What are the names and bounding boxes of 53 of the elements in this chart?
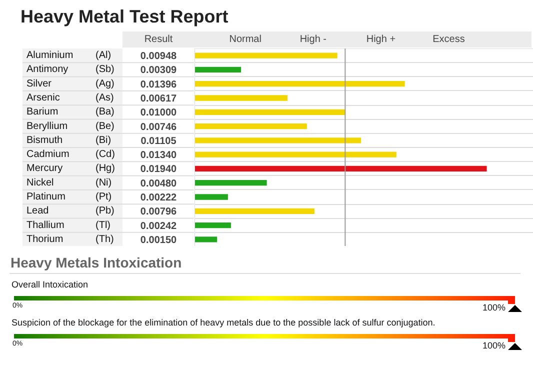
data-label: 0.00480 <box>140 178 178 190</box>
bar <box>194 52 338 58</box>
data-label: 0.01940 <box>140 164 178 176</box>
data-label: 0.01105 <box>140 136 177 147</box>
data-label: 0.01340 <box>140 150 178 162</box>
data-label: 0.01396 <box>140 79 178 90</box>
text: Excess <box>432 34 465 45</box>
data-label: 0.00746 <box>140 122 178 133</box>
bar <box>194 152 396 158</box>
category-label: Silver (Ag) <box>26 78 114 90</box>
category-label: Mercury (Hg) <box>26 163 115 174</box>
category-label: Beryllium (Be) <box>26 120 114 132</box>
category-label: Antimony (Sb) <box>26 64 114 76</box>
bar <box>194 66 242 73</box>
category-label: Bismuth (Bi) <box>26 134 112 146</box>
chart-title: Heavy Metal Test Report <box>20 6 228 26</box>
text: Normal <box>229 34 262 45</box>
category-label: Thallium (Tl) <box>26 220 110 231</box>
bar <box>194 236 218 242</box>
bar <box>194 166 487 172</box>
bar <box>194 194 228 200</box>
category-label: Aluminium (Al) <box>26 50 112 62</box>
data-label: 0.00222 <box>140 192 178 204</box>
category-label: Platinum (Pt) <box>26 192 112 202</box>
data-label: 0.00242 <box>140 220 178 232</box>
text: High - <box>300 34 326 45</box>
category-label: Nickel (Ni) <box>26 177 112 188</box>
category-label: Thorium (Th) <box>26 234 114 245</box>
data-label: 0.00150 <box>140 234 178 246</box>
data-label: 0.00796 <box>140 206 178 218</box>
data-label: 0.00948 <box>140 51 178 62</box>
category-label: Cadmium (Cd) <box>26 149 115 160</box>
text: 100% <box>482 302 506 312</box>
data-label: 0.00309 <box>140 65 178 76</box>
text: Result <box>144 34 173 45</box>
bar <box>194 180 267 186</box>
category-label: Arsenic (As) <box>26 92 114 104</box>
data-label: 0.00617 <box>140 94 178 104</box>
text: High + <box>366 34 396 45</box>
category-label: Lead (Pb) <box>26 206 114 217</box>
bar <box>194 109 346 115</box>
text: Overall Intoxication <box>12 280 88 290</box>
bar <box>194 208 314 214</box>
category-label: Barium (Ba) <box>26 106 114 118</box>
text: Suspicion of the blockage for the elimination of heavy metals due to the possible lack of sulfur conjugation. <box>12 318 436 328</box>
data-label: 0.01000 <box>140 108 178 119</box>
bar <box>194 95 288 101</box>
bar <box>194 138 361 144</box>
text: 100% <box>482 340 506 350</box>
text: Heavy Metals Intoxication <box>10 254 182 270</box>
bar <box>194 222 231 228</box>
bar <box>194 81 405 87</box>
bar <box>194 123 307 130</box>
